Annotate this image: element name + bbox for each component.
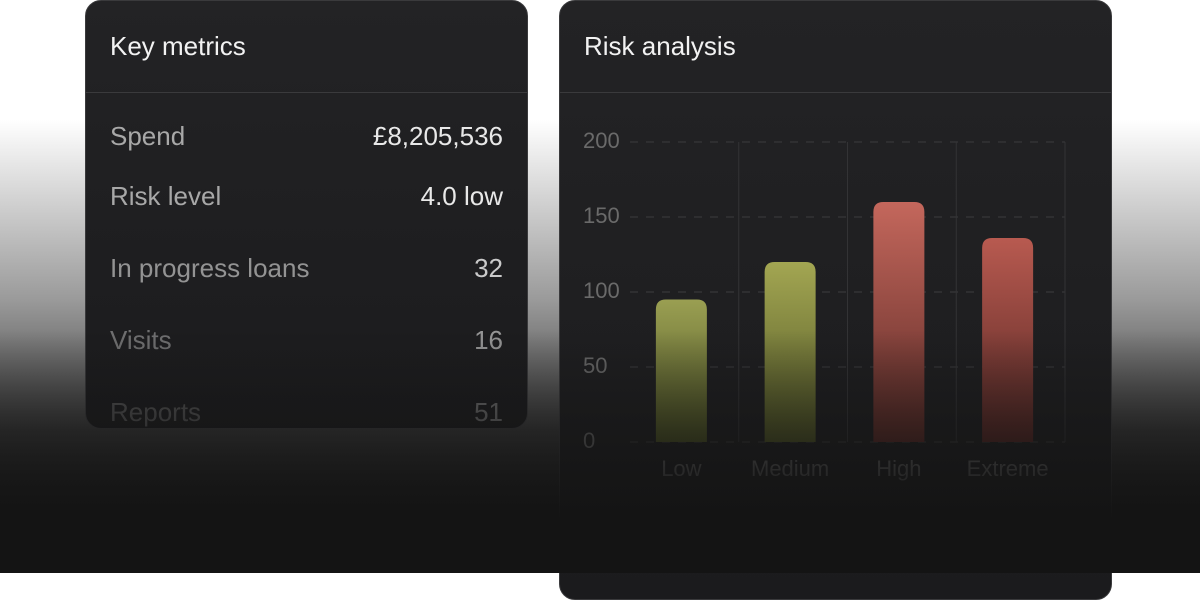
y-tick-label: 200 xyxy=(583,128,620,153)
bar xyxy=(655,299,707,442)
card-title: Risk analysis xyxy=(560,1,1111,93)
y-tick-label: 50 xyxy=(583,353,607,378)
y-tick-label: 100 xyxy=(583,278,620,303)
metric-row: In progress loans 32 xyxy=(110,253,503,284)
metrics-card: Key metrics Spend £8,205,536 Risk level 4.0… xyxy=(85,0,528,429)
metric-row: Spend £8,205,536 xyxy=(110,121,503,152)
x-tick-label: Low xyxy=(661,456,701,481)
metric-value: 51 xyxy=(474,397,503,427)
metric-label: Spend xyxy=(110,121,186,151)
risk-card: Risk analysis 0 50 100 150 200 Low Medium High E… xyxy=(559,0,1112,600)
metric-label: Visits xyxy=(110,325,172,355)
metric-value: 32 xyxy=(474,253,503,283)
metric-row: Risk level 4.0 low xyxy=(110,181,503,212)
bar xyxy=(982,238,1034,442)
metric-value: 16 xyxy=(474,325,503,355)
x-tick-label: Medium xyxy=(751,456,829,481)
y-tick-label: 150 xyxy=(583,203,620,228)
metric-label: In progress loans xyxy=(110,253,310,283)
y-tick-label: 0 xyxy=(583,428,595,453)
metric-row: Reports 51 xyxy=(110,397,503,428)
x-tick-label: High xyxy=(876,456,921,481)
bar xyxy=(764,262,816,442)
metric-value: £8,205,536 xyxy=(372,121,503,151)
card-title: Key metrics xyxy=(86,1,527,93)
bar-chart: 0 50 100 150 200 Low Medium High Extreme xyxy=(583,128,1066,481)
x-tick-label: Extreme xyxy=(967,456,1049,481)
metric-label: Risk level xyxy=(110,181,222,211)
bar xyxy=(873,202,925,442)
metric-value: 4.0 low xyxy=(420,181,503,211)
metric-label: Reports xyxy=(110,397,202,427)
metric-row: Visits 16 xyxy=(110,325,503,356)
